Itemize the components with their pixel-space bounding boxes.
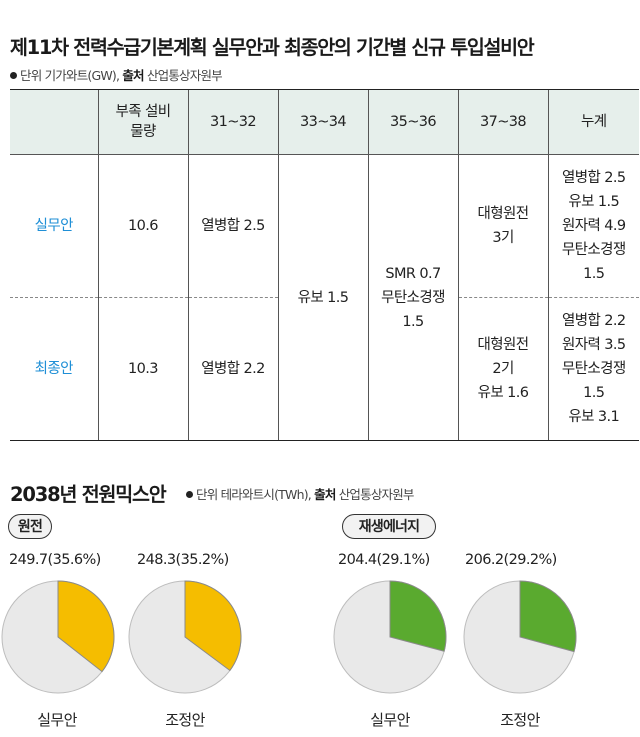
pie-renewable-adjusted [463,580,577,694]
facility-plan-table: 부족 설비 물량 31~32 33~34 35~36 37~38 누계 실무안 1… [10,89,639,441]
row-label-final-plan: 최종안 [10,297,98,441]
source-label: 출처 [122,68,144,83]
table-row: 최종안 10.3 열병합 2.2 대형원전 2기 유보 1.6 열병합 2.2 원자력… [10,297,639,441]
pie-share-slice [389,580,447,652]
unit-value: 기가와트(GW), [44,68,120,83]
cell-31-32: 열병합 2.5 [187,154,278,298]
table-row: 실무안 10.6 열병합 2.5 유보 1.5 SMR 0.7 무탄소경쟁 1.5 … [10,154,639,441]
row-label-working-plan: 실무안 [10,154,98,298]
cell-33-34-shared: 유보 1.5 [277,154,368,441]
unit-label: 단위 [20,68,42,83]
bullet-dot-icon [186,491,193,498]
pie-label-nuclear-working: 실무안 [37,711,77,729]
source-label: 출처 [314,487,336,502]
header-35-36: 35~36 [367,89,458,155]
pie-label-nuclear-adjusted: 조정안 [165,711,205,729]
pie-nuclear-working [1,580,115,694]
pie-label-renewable-adjusted: 조정안 [500,711,540,729]
cell-shortage: 10.3 [97,297,188,441]
source-value: 산업통상자원부 [146,68,223,83]
tag-nuclear: 원전 [8,514,52,539]
header-total: 누계 [547,89,639,155]
cell-total: 열병합 2.2 원자력 3.5 무탄소경쟁 1.5 유보 3.1 [547,297,639,441]
pie-nuclear-adjusted [128,580,242,694]
pie-share-slice [184,580,242,672]
pie-label-renewable-working: 실무안 [370,711,410,729]
header-empty [10,89,98,155]
tag-renewable: 재생에너지 [342,514,436,539]
cell-shortage: 10.6 [97,154,188,298]
cell-37-38: 대형원전 3기 [457,154,548,298]
header-37-38: 37~38 [457,89,548,155]
cell-35-36-shared: SMR 0.7 무탄소경쟁 1.5 [367,154,458,441]
header-31-32: 31~32 [187,89,278,155]
header-33-34: 33~34 [277,89,368,155]
page-title: 제11차 전력수급기본계획 실무안과 최종안의 기간별 신규 투입설비안 [10,36,535,59]
pie-renewable-working [333,580,447,694]
value-label-nuclear-adjusted: 248.3(35.2%) [137,552,229,568]
header-shortage: 부족 설비 물량 [97,89,188,155]
bullet-dot-icon [10,72,17,79]
pie-share-slice [57,580,115,673]
table-meta: 단위 기가와트(GW), 출처 산업통상자원부 [10,65,223,84]
unit-value: 테라와트시(TWh), [220,487,312,502]
cell-total: 열병합 2.5 유보 1.5 원자력 4.9 무탄소경쟁 1.5 [547,154,639,298]
pie-share-slice [519,580,577,653]
value-label-renewable-adjusted: 206.2(29.2%) [465,552,557,568]
cell-37-38: 대형원전 2기 유보 1.6 [457,297,548,441]
value-label-renewable-working: 204.4(29.1%) [338,552,430,568]
unit-label: 단위 [196,487,218,502]
table-header-row: 부족 설비 물량 31~32 33~34 35~36 37~38 누계 [10,89,639,155]
cell-31-32: 열병합 2.2 [187,297,278,441]
mix-section-title: 2038년 전원믹스안 [10,483,167,506]
mix-meta: 단위 테라와트시(TWh), 출처 산업통상자원부 [186,484,414,503]
source-value: 산업통상자원부 [338,487,415,502]
value-label-nuclear-working: 249.7(35.6%) [9,552,101,568]
